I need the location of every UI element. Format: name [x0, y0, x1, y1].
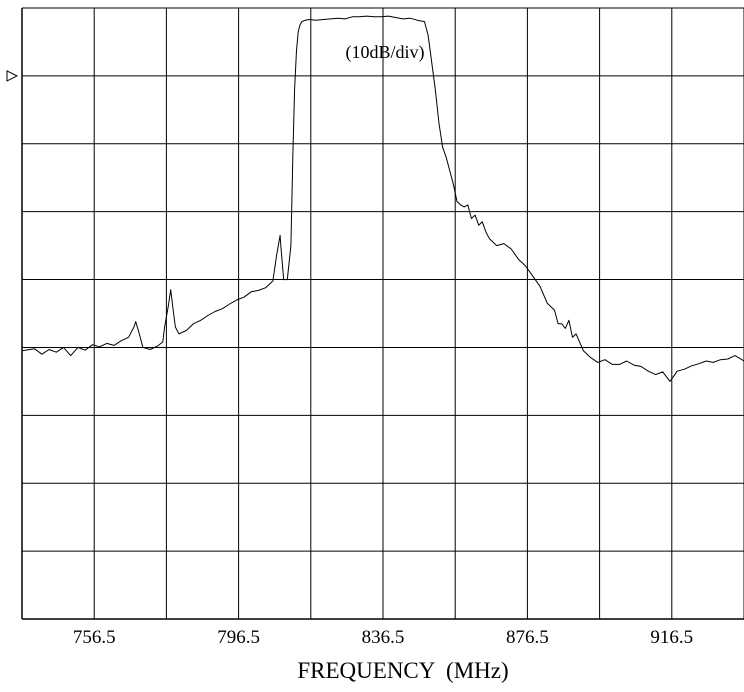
grid [21, 7, 744, 620]
trace-layer [21, 15, 744, 382]
x-tick-label: 796.5 [217, 627, 260, 648]
chart-title: (10dB/div) [346, 42, 425, 63]
triangle-right-icon [6, 70, 19, 82]
x-axis-label: FREQUENCY (MHz) [297, 658, 508, 683]
label-layer: 756.5 796.5 836.5 876.5 916.5 (10dB/div) FREQU… [6, 42, 693, 683]
x-tick-label: 916.5 [650, 627, 693, 648]
x-tick-label: 836.5 [362, 627, 405, 648]
x-tick-label: 756.5 [73, 627, 116, 648]
spectrum-trace [21, 15, 744, 382]
x-tick-label: 876.5 [506, 627, 549, 648]
